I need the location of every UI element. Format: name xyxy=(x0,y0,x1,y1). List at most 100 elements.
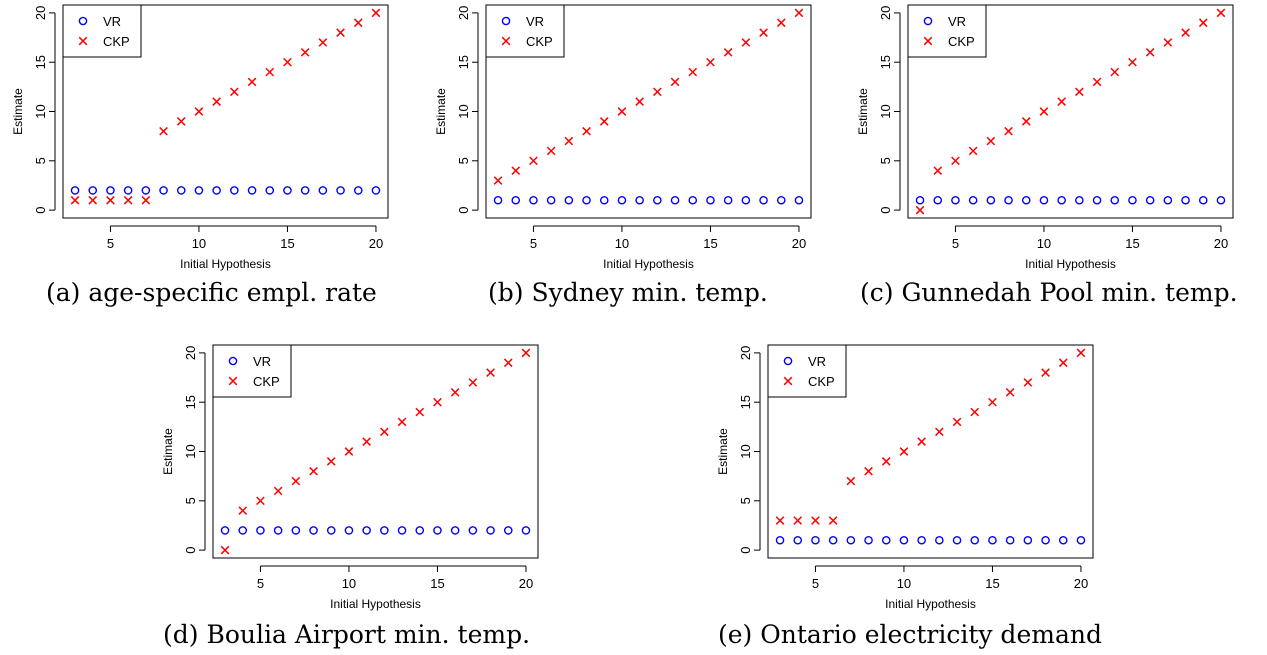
chart0-point-ckp xyxy=(230,87,239,97)
chart2-point-vr xyxy=(1075,195,1084,205)
y-tick-label: 5 xyxy=(738,497,753,504)
chart4-point-ckp xyxy=(970,407,980,417)
chart4-point-ckp xyxy=(1058,358,1068,368)
plot-frame xyxy=(767,344,1094,559)
legend-label-vr: VR xyxy=(526,14,544,29)
chart2-point-ckp xyxy=(951,156,960,166)
chart3-point-vr xyxy=(415,526,425,535)
scatter-plot-d: 5 10 15 20 0 5 10 15 20 Initial Hypothesis Estimat… xyxy=(161,344,539,611)
chart0-point-vr xyxy=(353,186,363,195)
chart4-point-ckp xyxy=(988,397,997,407)
chart1-point-vr xyxy=(688,195,698,205)
chart4-point-ckp xyxy=(775,516,785,525)
y-tick-label: 15 xyxy=(183,395,198,409)
legend: VR CKP xyxy=(62,4,142,58)
chart0-point-vr xyxy=(318,186,328,195)
chart3-point-ckp xyxy=(238,506,248,515)
chart1-point-ckp xyxy=(653,87,662,97)
chart1-point-vr xyxy=(529,195,538,205)
chart1-point-ckp xyxy=(493,176,503,185)
chart4-point-vr xyxy=(917,535,926,545)
x-tick-label: 5 xyxy=(812,576,819,591)
chart3-point-vr xyxy=(344,526,354,535)
chart1-point-ckp xyxy=(776,18,786,28)
chart0-point-vr xyxy=(230,186,239,195)
y-tick-label: 15 xyxy=(738,395,753,409)
chart0-point-vr xyxy=(194,186,204,195)
chart4-point-vr xyxy=(1076,535,1086,545)
chart0-point-vr xyxy=(88,186,98,195)
chart1-point-vr xyxy=(759,195,768,205)
chart2-point-ckp xyxy=(1110,67,1120,77)
chart3-point-vr xyxy=(273,526,283,535)
chart2-point-ckp xyxy=(1145,48,1155,57)
chart2-point-ckp xyxy=(1163,38,1173,47)
plot-frame xyxy=(212,344,539,559)
chart0-point-vr xyxy=(141,186,151,195)
chart3-point-ckp xyxy=(450,388,460,397)
chart2-point-ckp xyxy=(1004,126,1013,136)
chart0-point-ckp xyxy=(70,195,80,205)
legend-box xyxy=(62,4,142,58)
legend-marker-ckp xyxy=(228,376,238,386)
x-tick-label: 20 xyxy=(369,236,383,251)
chart0-point-ckp xyxy=(371,8,381,18)
legend-label-ckp: CKP xyxy=(526,34,553,49)
y-tick-label: 10 xyxy=(33,104,48,118)
chart2-point-vr xyxy=(1039,195,1049,205)
chart3-point-ckp xyxy=(291,476,301,486)
legend-box xyxy=(767,344,847,398)
chart2-point-ckp xyxy=(986,136,996,146)
chart1-point-vr xyxy=(741,195,751,205)
chart2-point-vr xyxy=(1110,195,1120,205)
chart2-point-vr xyxy=(1004,195,1013,205)
chart1-point-ckp xyxy=(529,156,538,166)
chart4-point-ckp xyxy=(864,466,873,476)
chart0-point-vr xyxy=(176,186,186,195)
chart1-point-ckp xyxy=(599,117,609,126)
legend-label-vr: VR xyxy=(948,14,966,29)
chart2-point-ckp xyxy=(1075,87,1084,97)
chart1-point-vr xyxy=(546,195,556,205)
y-tick-label: 15 xyxy=(456,55,471,69)
legend-label-ckp: CKP xyxy=(808,374,835,389)
x-tick-label: 10 xyxy=(1037,236,1051,251)
chart1-point-ckp xyxy=(759,28,768,37)
chart0-point-vr xyxy=(265,186,275,195)
chart2-point-ckp xyxy=(968,146,978,156)
chart4-point-vr xyxy=(775,535,785,545)
chart0-point-ckp xyxy=(159,126,168,136)
chart0-point-vr xyxy=(247,186,257,195)
chart0-point-ckp xyxy=(141,195,151,205)
chart3-point-ckp xyxy=(521,348,531,358)
chart1-point-ckp xyxy=(794,8,804,18)
chart2-point-vr xyxy=(1163,195,1173,205)
chart3-point-vr xyxy=(309,526,318,535)
chart0-point-vr xyxy=(283,186,292,195)
chart0-point-ckp xyxy=(265,67,275,77)
chart2-point-vr xyxy=(1092,195,1102,205)
chart2-point-ckp xyxy=(1128,57,1137,67)
chart1-point-vr xyxy=(493,195,503,205)
chart3-point-ckp xyxy=(220,545,230,555)
chart1-point-vr xyxy=(776,195,786,205)
chart2-point-vr xyxy=(1145,195,1155,205)
chart2-point-vr xyxy=(986,195,996,205)
chart2-point-ckp xyxy=(1039,107,1049,116)
chart4-point-vr xyxy=(1058,535,1068,545)
chart3-point-ckp xyxy=(344,447,354,456)
chart4-point-ckp xyxy=(846,476,856,486)
x-tick-label: 5 xyxy=(257,576,264,591)
plot-frame xyxy=(485,4,812,219)
chart0-point-vr xyxy=(300,186,310,195)
chart4-point-ckp xyxy=(952,417,962,427)
legend-label-vr: VR xyxy=(808,354,826,369)
caption-e: (e) Ontario electricity demand xyxy=(718,620,1102,649)
legend-label-ckp: CKP xyxy=(948,34,975,49)
chart1-point-ckp xyxy=(741,38,751,47)
y-tick-label: 5 xyxy=(878,157,893,164)
chart0-point-ckp xyxy=(318,38,328,47)
chart1-point-vr xyxy=(794,195,804,205)
legend-box xyxy=(485,4,565,58)
y-tick-label: 20 xyxy=(738,346,753,360)
